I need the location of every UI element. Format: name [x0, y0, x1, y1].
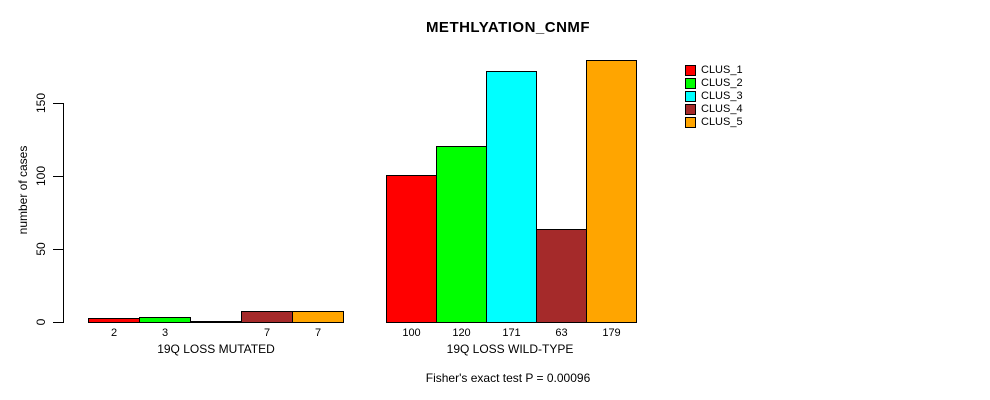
legend-swatch [685, 104, 696, 115]
bar-clus_4-group0 [241, 311, 293, 323]
y-axis-tick [53, 176, 63, 177]
legend-swatch [685, 91, 696, 102]
bar-value-label: 120 [452, 327, 471, 339]
bar-clus_2-group1 [436, 146, 487, 323]
y-axis-tick [53, 322, 63, 323]
y-axis-tick-label: 150 [34, 92, 48, 114]
legend-label: CLUS_4 [701, 103, 743, 115]
y-axis-label: number of cases [16, 145, 30, 235]
bar-clus_5-group0 [292, 311, 344, 323]
chart-title: METHLYATION_CNMF [425, 19, 591, 36]
legend-label: CLUS_5 [701, 116, 743, 128]
bar-value-label: 7 [314, 327, 322, 339]
y-axis-tick-label: 50 [34, 242, 48, 256]
bar-clus_3-group0 [190, 321, 242, 323]
legend-swatch [685, 78, 696, 89]
bar-value-label: 2 [110, 327, 118, 339]
bar-clus_1-group0 [88, 318, 140, 323]
bar-clus_3-group1 [486, 71, 537, 323]
group-label-wild-type: 19Q LOSS WILD-TYPE [446, 342, 574, 356]
bar-clus_1-group1 [386, 175, 437, 323]
y-axis-tick [53, 249, 63, 250]
y-axis-tick-label: 100 [34, 165, 48, 187]
bar-value-label: 100 [402, 327, 421, 339]
legend-label: CLUS_3 [701, 90, 743, 102]
bar-value-label: 63 [555, 327, 568, 339]
y-axis-tick [53, 103, 63, 104]
group-label-mutated: 19Q LOSS MUTATED [157, 342, 275, 356]
legend-swatch [685, 65, 696, 76]
bar-value-label: 7 [263, 327, 271, 339]
bar-value-label: 179 [602, 327, 621, 339]
y-axis-line [63, 103, 64, 323]
y-axis-tick-label: 0 [34, 318, 48, 326]
bar-value-label: 3 [161, 327, 169, 339]
legend-label: CLUS_1 [701, 64, 743, 76]
bar-clus_5-group1 [586, 60, 637, 323]
bar-clus_2-group0 [139, 317, 191, 323]
legend-swatch [685, 117, 696, 128]
bar-value-label: 171 [502, 327, 521, 339]
legend-label: CLUS_2 [701, 77, 743, 89]
bar-clus_4-group1 [536, 229, 587, 323]
fisher-test-annotation: Fisher's exact test P = 0.00096 [425, 371, 591, 385]
